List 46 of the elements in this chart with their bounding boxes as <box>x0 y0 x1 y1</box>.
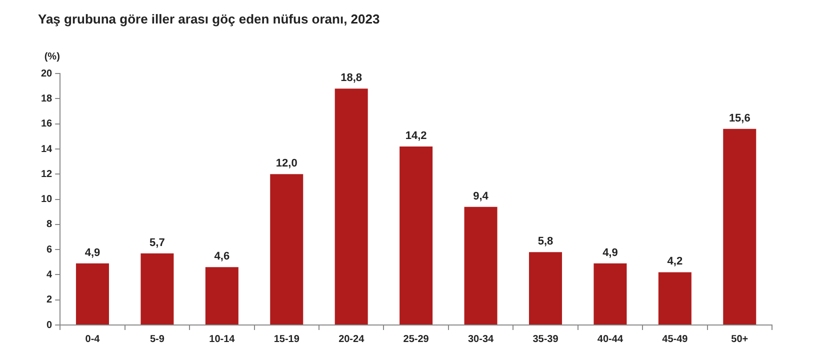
bar <box>528 252 562 324</box>
y-tick-label: 18 <box>41 93 53 104</box>
bar <box>205 267 238 324</box>
data-label: 4,6 <box>214 250 230 263</box>
data-label: 4,9 <box>84 246 100 259</box>
bar <box>464 206 498 324</box>
bar <box>140 253 174 324</box>
y-tick-label: 0 <box>46 320 53 331</box>
x-tick-label: 45-49 <box>662 334 688 345</box>
x-tick-label: 50+ <box>731 334 748 345</box>
bar <box>723 128 756 324</box>
data-label: 14,2 <box>405 130 427 142</box>
y-tick-label: 12 <box>41 168 53 180</box>
bar <box>594 263 627 324</box>
bar <box>658 272 692 324</box>
y-tick-label: 14 <box>41 144 53 155</box>
y-axis-title: (%) <box>44 51 60 62</box>
y-tick-label: 16 <box>41 118 53 130</box>
data-label: 12,0 <box>276 158 298 170</box>
y-tick-label: 4 <box>46 269 53 280</box>
data-label: 4,2 <box>667 256 683 268</box>
bar <box>270 174 304 324</box>
x-tick-label: 30-34 <box>468 334 494 345</box>
y-tick-label: 10 <box>41 194 53 206</box>
data-label: 18,8 <box>340 72 362 84</box>
x-tick-label: 0-4 <box>85 334 100 345</box>
x-tick-label: 40-44 <box>597 334 624 345</box>
x-tick-label: 10-14 <box>209 334 236 345</box>
bar <box>400 146 433 324</box>
x-tick-label: 25-29 <box>403 334 430 345</box>
data-label: 5,8 <box>538 236 554 248</box>
x-tick-label: 20-24 <box>338 334 365 345</box>
y-tick-label: 8 <box>46 219 53 230</box>
y-tick-label: 2 <box>46 294 53 306</box>
bar <box>334 88 368 324</box>
data-label: 5,7 <box>150 236 165 249</box>
chart-title: Yaş grubuna göre iller arası göç eden nüfus oranı, 2023 <box>38 11 380 26</box>
x-tick-label: 5-9 <box>150 334 165 345</box>
data-label: 4,9 <box>602 246 618 259</box>
x-tick-label: 15-19 <box>274 334 300 345</box>
data-label: 15,6 <box>728 112 750 124</box>
data-label: 9,4 <box>473 190 490 202</box>
y-tick-label: 20 <box>41 68 53 80</box>
y-tick-label: 6 <box>46 244 53 256</box>
bar <box>76 263 109 324</box>
x-tick-label: 35-39 <box>532 334 559 345</box>
